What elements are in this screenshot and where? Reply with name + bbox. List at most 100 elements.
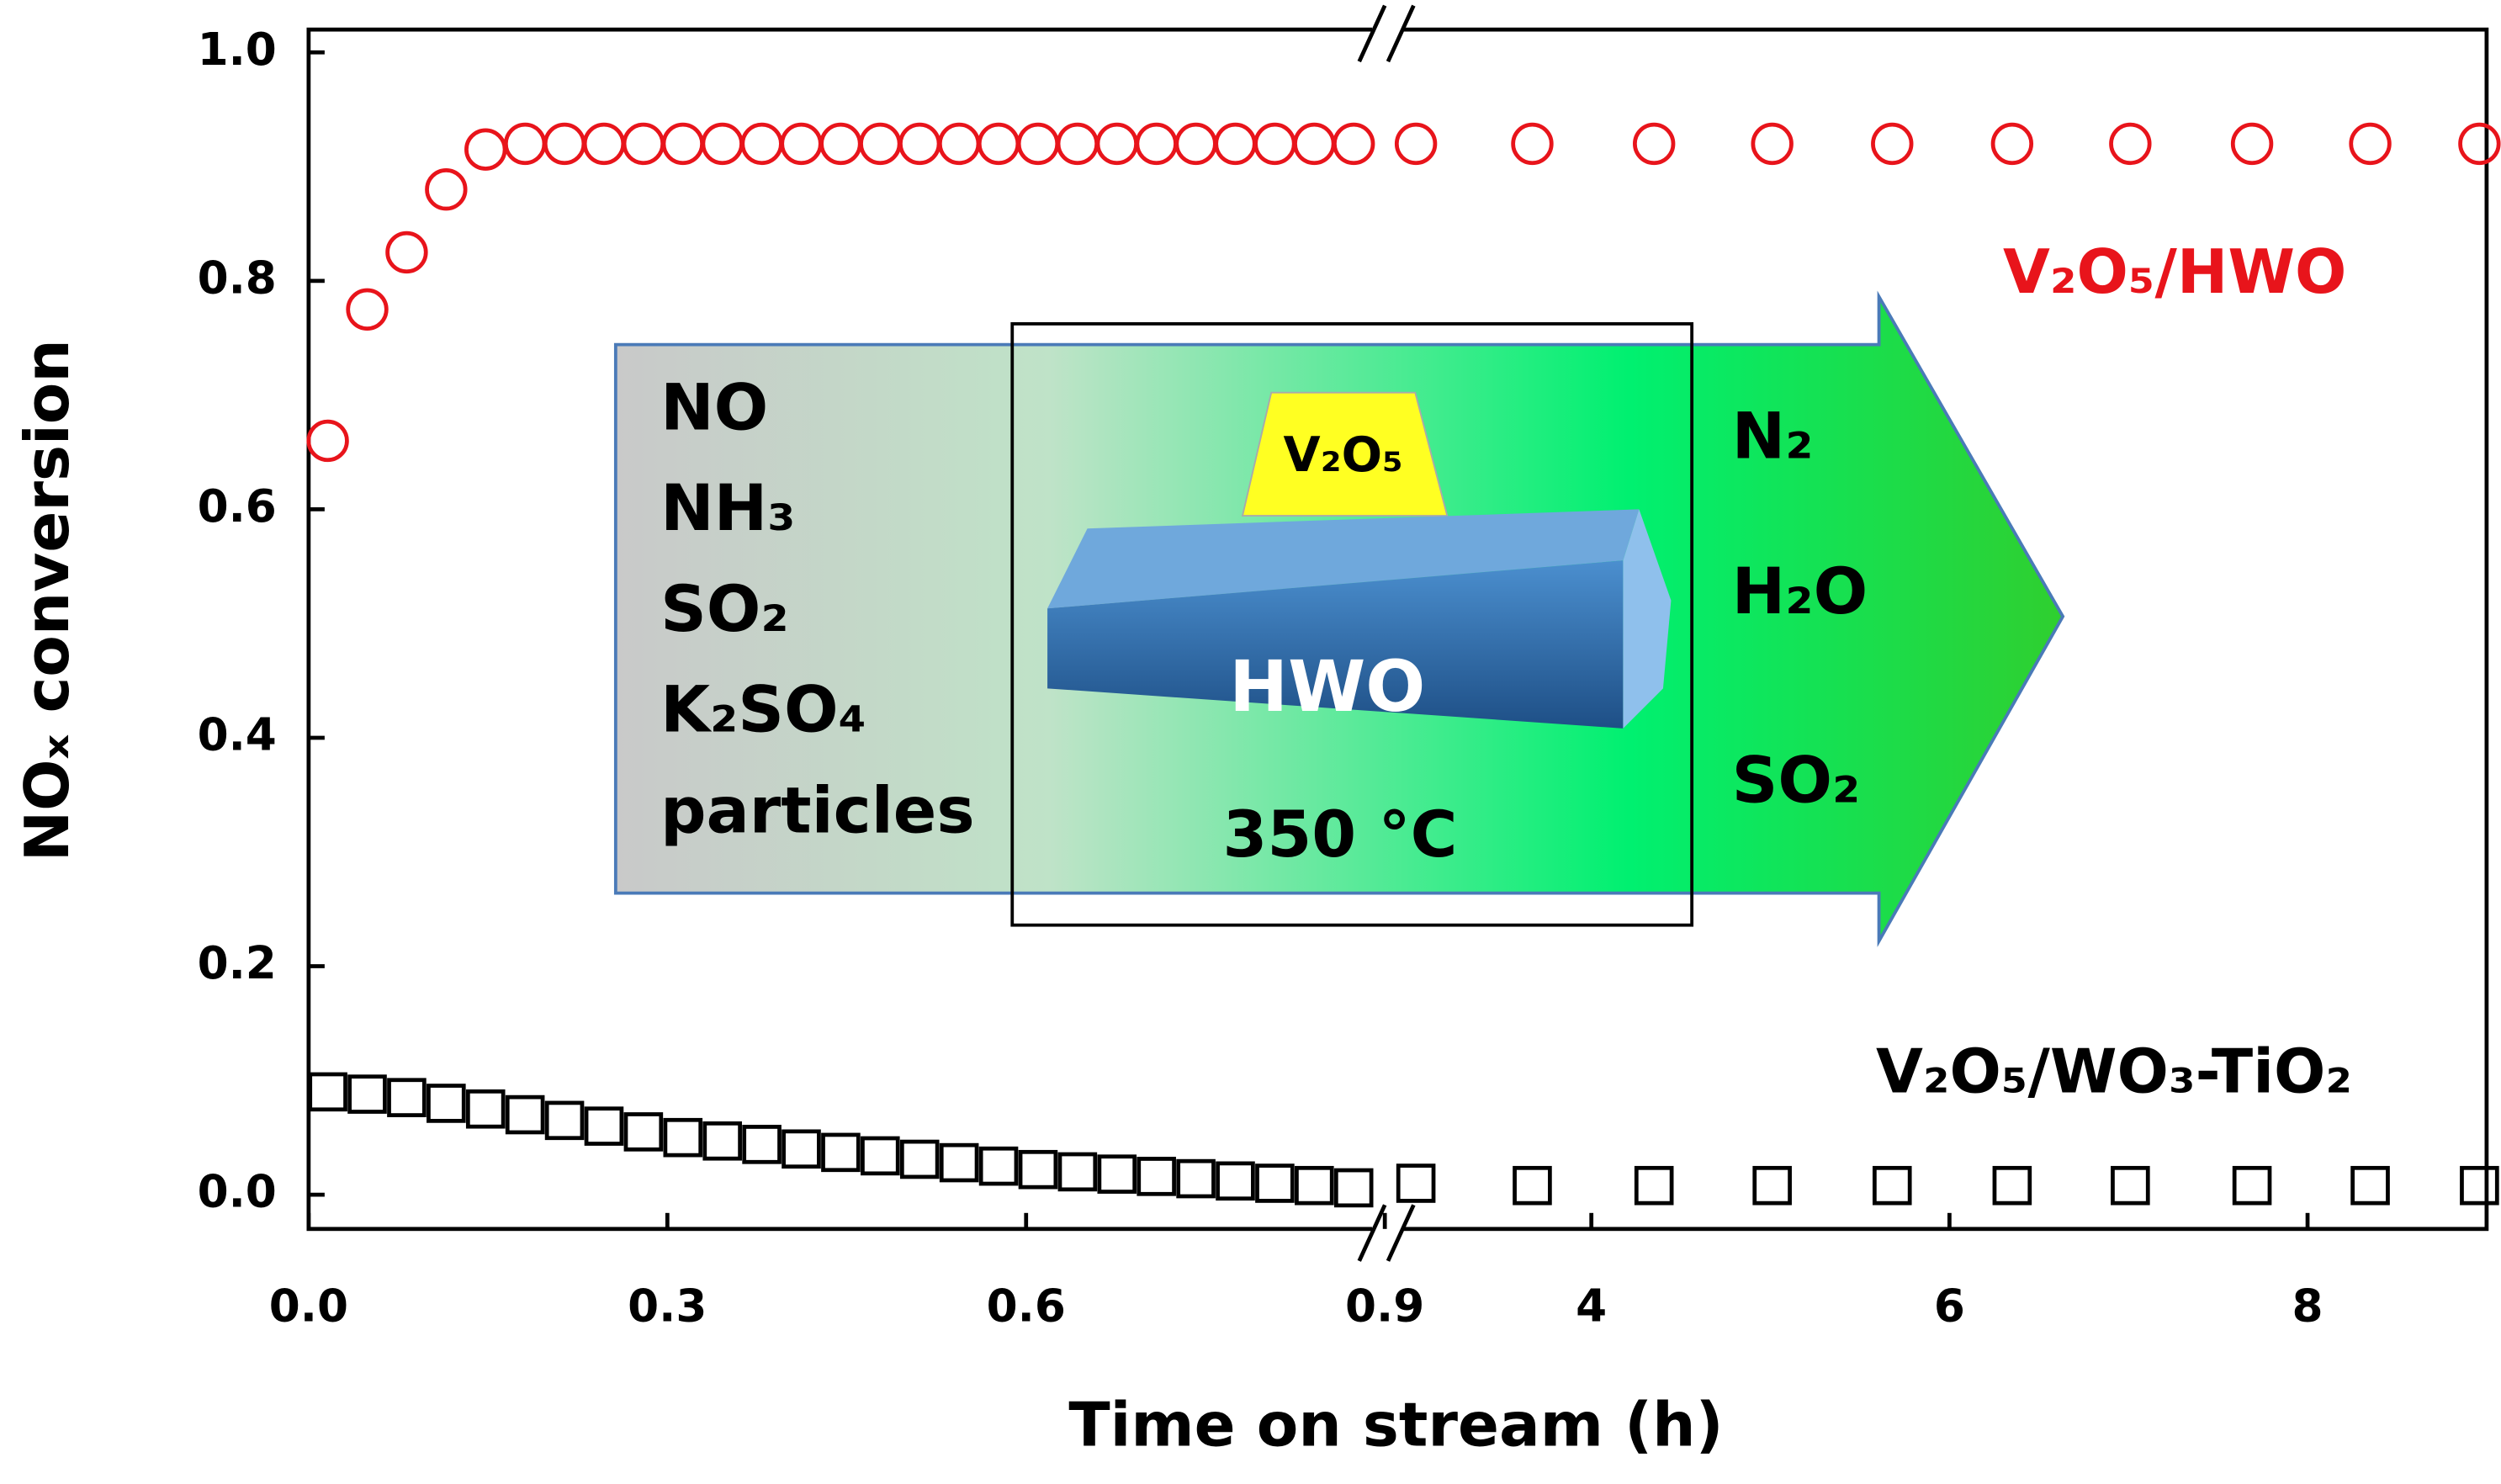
reactor-box bbox=[1010, 322, 1694, 927]
y-tick-label: 0.6 bbox=[198, 480, 277, 533]
point bbox=[2111, 1165, 2150, 1206]
point bbox=[1871, 122, 1914, 166]
point bbox=[623, 1112, 664, 1152]
point bbox=[2232, 1165, 2272, 1206]
point bbox=[465, 1089, 506, 1129]
prism-top bbox=[1047, 509, 1640, 609]
inset: V₂O₅ HWO 350 °C bbox=[613, 290, 2065, 947]
feed-label: NH₃ bbox=[660, 470, 796, 545]
product-label: SO₂ bbox=[1732, 742, 1861, 817]
point bbox=[622, 122, 665, 166]
point bbox=[1216, 1161, 1255, 1201]
product-label: H₂O bbox=[1732, 554, 1868, 628]
point bbox=[1396, 1163, 1436, 1203]
y-tick-label: 1.0 bbox=[198, 24, 277, 76]
point bbox=[702, 1121, 742, 1161]
point bbox=[2349, 122, 2392, 166]
point bbox=[1097, 1154, 1137, 1194]
point bbox=[1016, 122, 1060, 166]
x-tick-label: 0.3 bbox=[628, 1280, 707, 1333]
point bbox=[464, 128, 507, 171]
x-tick-label: 0.9 bbox=[1345, 1280, 1424, 1333]
point bbox=[1511, 122, 1554, 166]
point bbox=[819, 122, 862, 166]
point bbox=[978, 1146, 1019, 1186]
feed-label: SO₂ bbox=[660, 571, 789, 646]
point bbox=[1176, 1158, 1216, 1199]
point bbox=[1293, 122, 1336, 166]
feed-label: NO bbox=[660, 369, 768, 444]
x-tick-label: 8 bbox=[2292, 1280, 2323, 1333]
point bbox=[2350, 1165, 2390, 1206]
point bbox=[1751, 122, 1794, 166]
point bbox=[2109, 122, 2152, 166]
y-axis-label: NOₓ conversion bbox=[13, 339, 83, 861]
point bbox=[505, 1094, 545, 1135]
point bbox=[582, 122, 626, 166]
point bbox=[1333, 1168, 1374, 1208]
point bbox=[425, 168, 468, 211]
legend-label: V₂O₅/HWO bbox=[2003, 237, 2346, 308]
x-tick-label: 0.6 bbox=[987, 1280, 1066, 1333]
point bbox=[1214, 122, 1257, 166]
point bbox=[308, 1072, 347, 1112]
point bbox=[899, 1139, 940, 1179]
point bbox=[1095, 122, 1138, 166]
point bbox=[544, 1100, 585, 1141]
point bbox=[859, 122, 902, 166]
product-label: N₂ bbox=[1732, 399, 1814, 474]
prism-end bbox=[1623, 509, 1672, 729]
point bbox=[2458, 122, 2501, 166]
y-tick-label: 0.0 bbox=[198, 1166, 277, 1218]
point bbox=[661, 122, 704, 166]
point bbox=[1018, 1149, 1058, 1190]
point bbox=[387, 1078, 427, 1117]
axis-break bbox=[1357, 4, 1416, 1262]
point bbox=[1992, 1165, 2032, 1206]
point bbox=[1253, 122, 1296, 166]
point bbox=[427, 1084, 466, 1123]
point bbox=[1295, 1165, 1334, 1206]
support-label: HWO bbox=[1229, 645, 1425, 728]
x-tick-label: 4 bbox=[1576, 1280, 1607, 1333]
prism-front bbox=[1047, 560, 1624, 729]
y-tick-label: 0.2 bbox=[198, 937, 277, 989]
temperature-label: 350 °C bbox=[1222, 797, 1457, 872]
point bbox=[861, 1136, 900, 1176]
point bbox=[1513, 1165, 1552, 1206]
point bbox=[347, 1074, 387, 1114]
point bbox=[1333, 122, 1375, 166]
point bbox=[1057, 1152, 1098, 1192]
point bbox=[306, 419, 349, 463]
point bbox=[346, 288, 389, 331]
point bbox=[1135, 122, 1178, 166]
point bbox=[1056, 122, 1099, 166]
legend-label: V₂O₅/WO₃-TiO₂ bbox=[1876, 1036, 2352, 1107]
x-tick-label: 0.0 bbox=[269, 1280, 348, 1333]
x-axis-label: Time on stream (h) bbox=[1068, 1390, 1723, 1460]
point bbox=[385, 231, 428, 274]
point bbox=[1872, 1165, 1912, 1206]
v2o5-particle bbox=[1241, 391, 1449, 517]
x-tick-label: 6 bbox=[1934, 1280, 1965, 1333]
point bbox=[1752, 1165, 1792, 1206]
point bbox=[939, 1142, 979, 1183]
point bbox=[898, 122, 941, 166]
y-tick-label: 0.8 bbox=[198, 252, 277, 305]
point bbox=[1633, 122, 1676, 166]
point bbox=[663, 1117, 703, 1158]
point bbox=[740, 122, 783, 166]
point bbox=[1990, 122, 2034, 166]
point bbox=[1174, 122, 1217, 166]
series bbox=[308, 1072, 2499, 1208]
series bbox=[306, 122, 2501, 463]
point bbox=[780, 122, 823, 166]
point bbox=[1255, 1163, 1295, 1203]
point bbox=[584, 1106, 624, 1146]
point bbox=[2230, 122, 2274, 166]
point bbox=[1137, 1157, 1176, 1196]
point bbox=[701, 122, 744, 166]
point bbox=[1394, 122, 1438, 166]
